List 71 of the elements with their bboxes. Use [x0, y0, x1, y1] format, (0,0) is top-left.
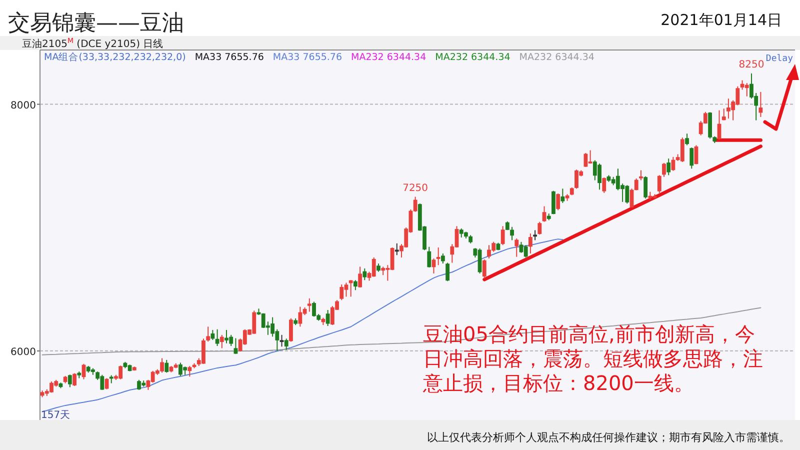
candlestick: [362, 268, 367, 281]
candlestick: [206, 326, 210, 342]
candlestick: [556, 193, 560, 211]
candlestick: [289, 318, 293, 342]
candlestick: [533, 230, 537, 241]
candlestick: [538, 221, 542, 236]
candlestick: [188, 365, 192, 378]
candlestick: [690, 147, 694, 170]
candlestick: [657, 174, 662, 194]
candlestick: [307, 298, 312, 312]
candlestick: [644, 176, 648, 199]
annotation: MA组合(33,33,232,232,232,0): [44, 51, 186, 63]
text: MA33 7655.76: [272, 52, 342, 63]
candlestick: [354, 280, 358, 291]
candlestick: [744, 82, 749, 97]
candlestick: [104, 378, 109, 390]
candlestick: [542, 206, 546, 222]
candlestick: [72, 372, 76, 386]
candlestick: [588, 150, 592, 164]
candlestick: [427, 246, 432, 268]
candlestick: [528, 233, 532, 254]
candlestick: [372, 256, 376, 278]
candlestick: [358, 266, 362, 288]
text: MA232 6344.34: [519, 52, 594, 63]
candlestick: [284, 338, 288, 350]
annotation: MA232 6344.34: [351, 52, 426, 63]
candlestick: [694, 144, 698, 165]
annotation: 豆油2105$^{M}$ (DCE y2105) 日线: [22, 37, 164, 50]
chart-title: 交易锦囊——豆油: [8, 11, 184, 36]
candlestick: [666, 158, 671, 176]
candlestick: [446, 262, 450, 282]
text: 7250: [402, 182, 428, 194]
candlestick: [722, 108, 726, 121]
candlestick: [662, 162, 666, 178]
candlestick: [482, 258, 486, 279]
candlestick: [630, 188, 634, 208]
candlestick: [234, 338, 238, 354]
text: 以上仅代表分析师个人观点不构成任何操作建议；期市有风险入市需谨慎。: [427, 431, 790, 444]
candlestick: [500, 226, 505, 246]
annotation: MA232 6344.34: [435, 52, 510, 63]
text: 8250: [738, 59, 764, 70]
annotation: MA33 7655.76: [194, 52, 264, 63]
candlestick: [639, 170, 643, 181]
candlestick: [210, 329, 215, 340]
candlestick: [394, 242, 399, 256]
candlestick: [440, 253, 445, 264]
ytick-label: 8000: [10, 100, 36, 112]
annotation: 豆油05合约目前高位,前市创新高，今日冲高回落，震荡。短线做多思路，注意止损，目标位：8200一线。: [422, 322, 763, 395]
candlestick: [436, 246, 440, 266]
candlestick: [348, 280, 353, 298]
candlestick: [758, 91, 763, 118]
candlestick: [340, 284, 344, 301]
ytick-label: 6000: [10, 346, 36, 358]
candlestick: [717, 110, 722, 140]
candlestick: [514, 238, 519, 258]
candlestick: [552, 190, 556, 215]
annotation: 157天: [41, 410, 70, 421]
candlestick: [602, 177, 606, 194]
candlestick: [524, 244, 528, 258]
candlestick: [280, 334, 284, 348]
candlestick: [560, 188, 565, 204]
candlestick: [685, 133, 689, 146]
candlestick: [432, 258, 436, 274]
candlestick: [326, 309, 330, 327]
candlestick: [68, 374, 72, 388]
candlestick: [220, 334, 224, 349]
candlestick: [680, 137, 684, 162]
text: Delay: [766, 54, 794, 64]
candlestick: [298, 306, 302, 328]
text: 2021年01月14日: [660, 11, 782, 29]
candlestick: [164, 359, 169, 374]
